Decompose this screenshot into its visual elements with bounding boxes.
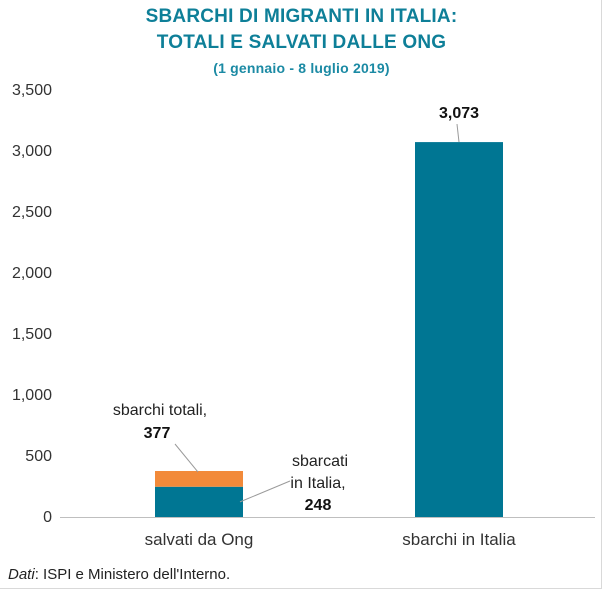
leader-line: [174, 443, 199, 473]
category-label: sbarchi in Italia: [402, 530, 516, 549]
y-tick-label: 3,000: [12, 143, 52, 160]
bar-sbarcati: [155, 486, 243, 517]
annotation-sbarcati-value: 248: [305, 497, 332, 514]
annotation-sbarcati-label-line1: sbarcati: [292, 453, 348, 470]
chart-title-line1: SBARCHI DI MIGRANTI IN ITALIA:: [145, 6, 458, 27]
chart-title-line2: TOTALI E SALVATI DALLE ONG: [156, 32, 447, 53]
source-note: Dati: ISPI e Ministero dell'Interno.: [8, 566, 230, 583]
y-tick-label: 1,000: [12, 387, 52, 404]
bar-sbarcati: [415, 142, 503, 517]
y-tick-label: 0: [43, 509, 52, 526]
bar-segment-totali: [155, 471, 243, 487]
source-label: Dati: [8, 566, 35, 583]
annotation-sbarcati-label-line2: in Italia,: [290, 475, 345, 492]
leader-line: [456, 124, 460, 143]
y-tick-label: 3,500: [12, 82, 52, 99]
source-text: : ISPI e Ministero dell'Interno.: [34, 566, 231, 583]
y-tick-label: 500: [25, 448, 52, 465]
y-tick-label: 2,000: [12, 265, 52, 282]
data-label-sbarchi-italia: 3,073: [439, 105, 479, 122]
category-label: salvati da Ong: [145, 530, 254, 549]
y-tick-label: 2,500: [12, 204, 52, 221]
y-tick-label: 1,500: [12, 326, 52, 343]
annotation-totali-label: sbarchi totali,: [113, 402, 207, 419]
leader-line: [239, 480, 291, 503]
annotation-totali-value: 377: [144, 425, 171, 442]
chart-subtitle: (1 gennaio - 8 luglio 2019): [213, 60, 390, 76]
